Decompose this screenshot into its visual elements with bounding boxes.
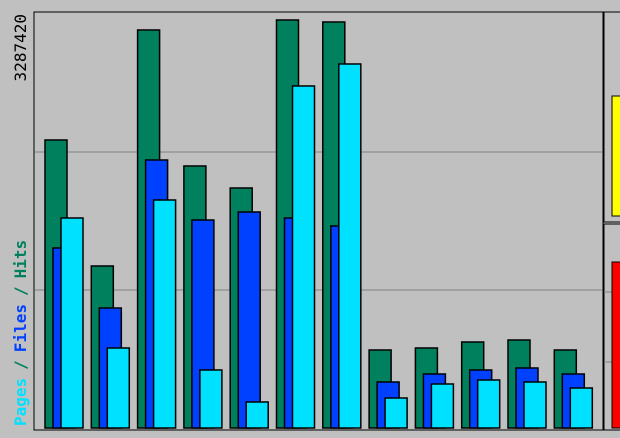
separator: / [11, 360, 30, 370]
bar [106, 347, 131, 429]
bar [199, 369, 223, 429]
bar [523, 381, 547, 429]
bars [44, 19, 594, 429]
bar [569, 387, 594, 429]
bar [476, 379, 501, 429]
side-bar [611, 261, 620, 429]
bar [245, 401, 269, 429]
legend-pages: Pages [11, 378, 30, 426]
y-axis-label: Pages / Files / Hits [11, 240, 30, 426]
bar [237, 211, 261, 429]
bar [384, 397, 408, 429]
y-tick-label: 3287420 [11, 14, 30, 81]
side-bar [611, 95, 620, 217]
bar [430, 383, 455, 429]
grid [35, 151, 602, 291]
bar [291, 85, 316, 429]
bar [60, 217, 84, 429]
legend-hits: Hits [11, 240, 30, 279]
legend-files: Files [11, 304, 30, 352]
separator: / [11, 286, 30, 296]
bar [338, 63, 362, 429]
bar [152, 199, 177, 429]
